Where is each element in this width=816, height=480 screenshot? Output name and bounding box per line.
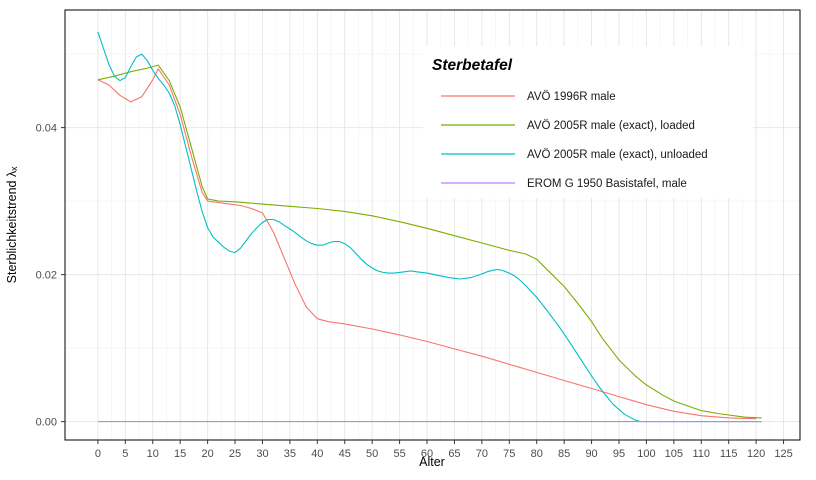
- legend-title: Sterbetafel: [432, 57, 513, 74]
- x-tick-label: 35: [284, 448, 296, 460]
- gridlines-minor: [65, 10, 800, 440]
- series-line: [97, 68, 757, 420]
- series-line: [97, 31, 762, 423]
- legend-entry-label: AVÖ 2005R male (exact), loaded: [527, 120, 695, 132]
- y-tick-label: 0.02: [36, 270, 57, 282]
- series-lines: [97, 31, 762, 423]
- y-tick-label: 0.04: [36, 123, 57, 135]
- gridlines-major: [65, 10, 800, 440]
- x-tick-label: 120: [747, 448, 765, 460]
- y-axis-label: Sterblichkeitstrend λₓ: [5, 166, 19, 284]
- x-tick-label: 60: [421, 448, 433, 460]
- x-tick-label: 10: [147, 448, 159, 460]
- x-tick-label: 115: [720, 448, 738, 460]
- y-tick-label: 0.00: [36, 417, 57, 429]
- x-tick-label: 40: [311, 448, 323, 460]
- legend-entry-label: AVÖ 1996R male: [527, 91, 616, 103]
- x-tick-label: 85: [558, 448, 570, 460]
- series-line: [97, 64, 762, 419]
- x-tick-label: 65: [448, 448, 460, 460]
- axes: 0 5 10 15 20 25 30 35 40 45 50 55 60 65 70 75 80 85 90 95 10…: [36, 123, 793, 460]
- x-tick-label: 95: [613, 448, 625, 460]
- legend-box: [423, 46, 753, 198]
- x-tick-label: 70: [476, 448, 488, 460]
- x-tick-label: 125: [774, 448, 792, 460]
- x-tick-label: 20: [201, 448, 213, 460]
- x-tick-label: 25: [229, 448, 241, 460]
- x-tick-label: 15: [174, 448, 186, 460]
- legend: Sterbetafel AVÖ 1996R male AVÖ 2005R male…: [432, 57, 708, 190]
- x-tick-label: 80: [531, 448, 543, 460]
- x-axis-label: Alter: [419, 455, 445, 469]
- legend-background: [423, 46, 753, 198]
- x-tick-label: 30: [256, 448, 268, 460]
- x-tick-label: 105: [665, 448, 683, 460]
- x-tick-label: 45: [339, 448, 351, 460]
- x-tick-label: 90: [585, 448, 597, 460]
- x-tick-label: 55: [393, 448, 405, 460]
- x-tick-label: 75: [503, 448, 515, 460]
- legend-entry-label: AVÖ 2005R male (exact), unloaded: [527, 149, 708, 161]
- legend-entry-label: EROM G 1950 Basistafel, male: [527, 178, 687, 190]
- x-tick-label: 5: [122, 448, 128, 460]
- x-tick-label: 0: [95, 448, 101, 460]
- x-tick-label: 50: [366, 448, 378, 460]
- x-tick-label: 100: [637, 448, 655, 460]
- x-tick-label: 110: [692, 448, 710, 460]
- panel-border: [64, 9, 801, 441]
